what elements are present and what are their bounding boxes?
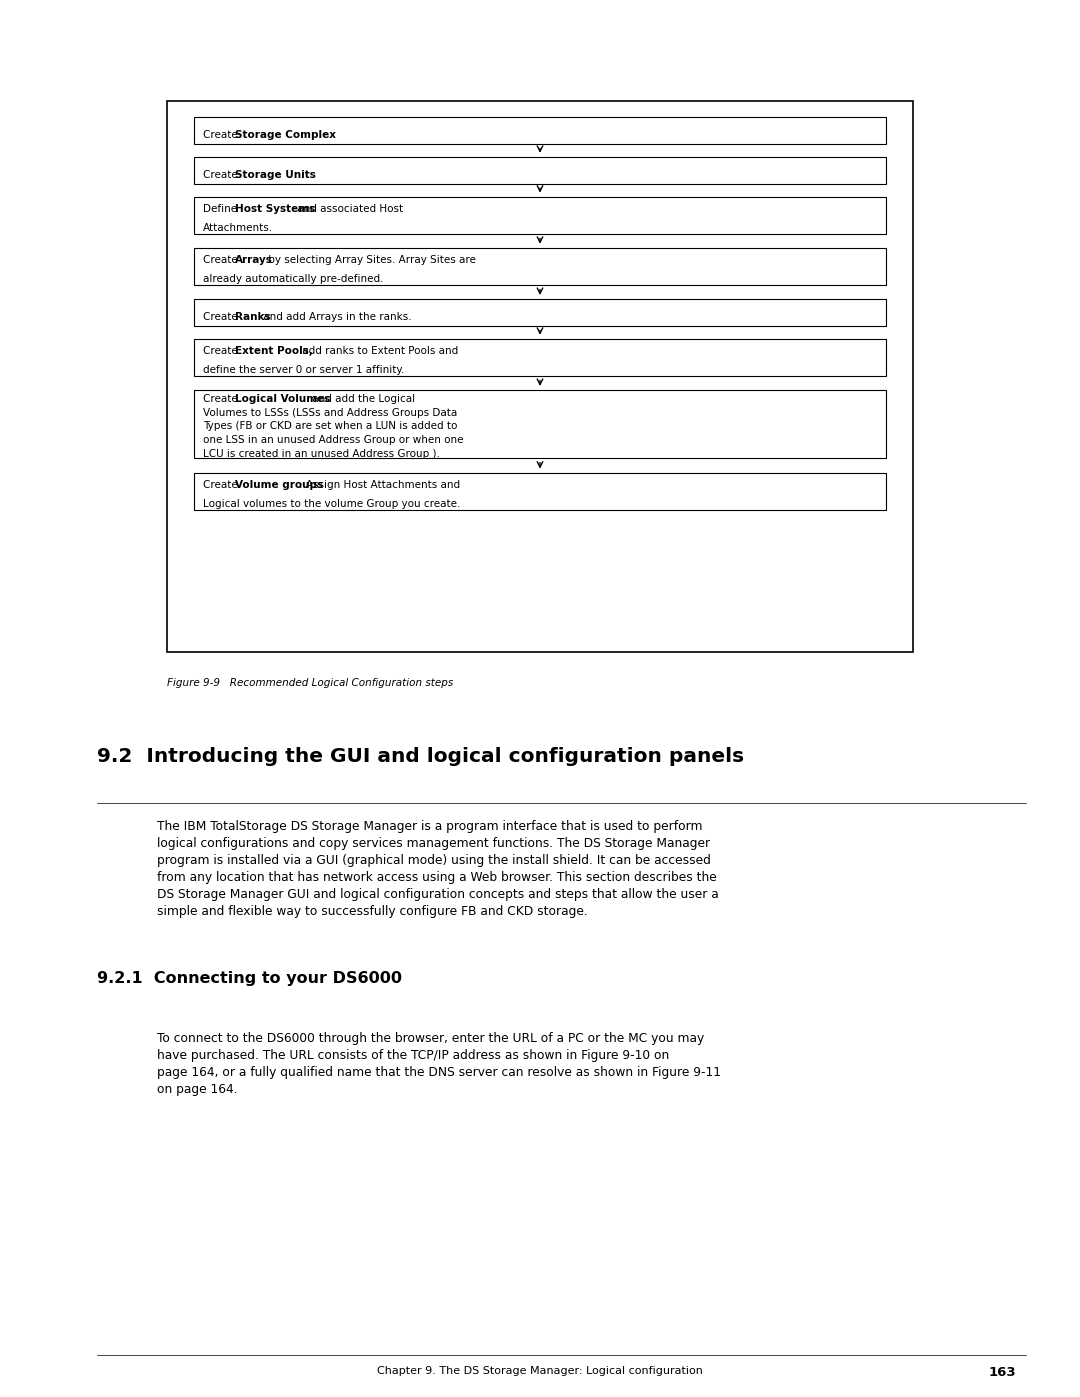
Text: Create: Create [203,394,241,404]
Bar [194,249,886,285]
Text: To connect to the DS6000 through the browser, enter the URL of a PC or the MC yo: To connect to the DS6000 through the bro… [157,1032,720,1097]
Bar [167,101,913,652]
Text: Storage Units: Storage Units [234,169,315,180]
Text: Attachments.: Attachments. [203,222,273,233]
Text: and add Arrays in the ranks.: and add Arrays in the ranks. [259,312,411,321]
Text: 163: 163 [988,1366,1016,1379]
Text: Create: Create [203,481,241,490]
Text: Ranks: Ranks [234,312,270,321]
Text: Types (FB or CKD are set when a LUN is added to: Types (FB or CKD are set when a LUN is a… [203,422,458,432]
Text: Extent Pools,: Extent Pools, [234,346,313,356]
Text: add ranks to Extent Pools and: add ranks to Extent Pools and [299,346,459,356]
Text: Logical Volumes: Logical Volumes [234,394,330,404]
Text: Volume groups: Volume groups [234,481,323,490]
Bar [194,197,886,235]
Text: The IBM TotalStorage DS Storage Manager is a program interface that is used to p: The IBM TotalStorage DS Storage Manager … [157,820,718,918]
Text: Create: Create [203,312,241,321]
Text: and associated Host: and associated Host [295,204,404,214]
Bar [194,299,886,326]
Text: Arrays: Arrays [234,256,272,265]
Text: Create: Create [203,169,241,180]
Bar [194,156,886,184]
Bar [194,474,886,510]
Text: Chapter 9. The DS Storage Manager: Logical configuration: Chapter 9. The DS Storage Manager: Logic… [377,1366,703,1376]
Bar [194,339,886,376]
Text: Create: Create [203,130,241,140]
Text: Figure 9-9   Recommended Logical Configuration steps: Figure 9-9 Recommended Logical Configura… [167,678,454,687]
Text: define the server 0 or server 1 affinity.: define the server 0 or server 1 affinity… [203,365,404,374]
Text: Host Systems: Host Systems [234,204,315,214]
Text: by selecting Array Sites. Array Sites are: by selecting Array Sites. Array Sites ar… [265,256,475,265]
Text: and add the Logical: and add the Logical [309,394,416,404]
Text: Define: Define [203,204,241,214]
Text: Storage Complex: Storage Complex [234,130,336,140]
Bar [194,390,886,458]
Bar [194,117,886,144]
Text: LCU is created in an unused Address Group ).: LCU is created in an unused Address Grou… [203,448,440,458]
Text: 9.2  Introducing the GUI and logical configuration panels: 9.2 Introducing the GUI and logical conf… [97,747,744,767]
Text: Logical volumes to the volume Group you create.: Logical volumes to the volume Group you … [203,499,460,509]
Text: already automatically pre-defined.: already automatically pre-defined. [203,274,383,284]
Text: one LSS in an unused Address Group or when one: one LSS in an unused Address Group or wh… [203,434,463,446]
Text: Volumes to LSSs (LSSs and Address Groups Data: Volumes to LSSs (LSSs and Address Groups… [203,408,457,418]
Text: Create: Create [203,346,241,356]
Text: Create: Create [203,256,241,265]
Text: : Assign Host Attachments and: : Assign Host Attachments and [299,481,460,490]
Text: 9.2.1  Connecting to your DS6000: 9.2.1 Connecting to your DS6000 [97,971,402,986]
